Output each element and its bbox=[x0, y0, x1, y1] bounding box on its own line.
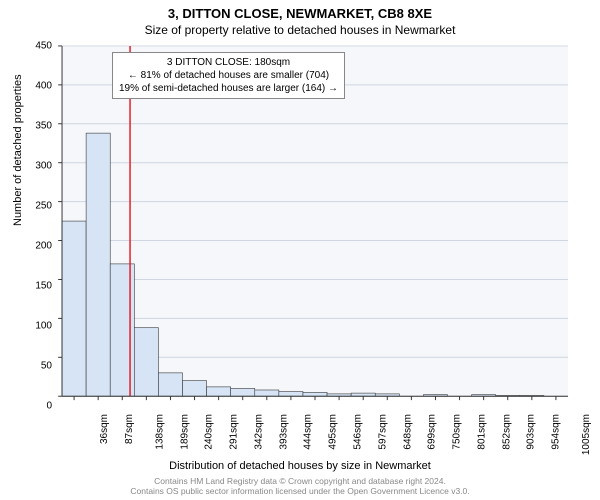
chart-subtitle: Size of property relative to detached ho… bbox=[0, 21, 600, 37]
callout-line2: ← 81% of detached houses are smaller (70… bbox=[119, 69, 338, 82]
x-tick-label: 546sqm bbox=[353, 414, 364, 450]
x-tick-label: 291sqm bbox=[229, 414, 240, 450]
y-tick-label: 200 bbox=[22, 241, 52, 252]
footnote-line1: Contains HM Land Registry data © Crown c… bbox=[0, 476, 600, 486]
x-tick-label: 597sqm bbox=[377, 414, 388, 450]
x-tick-label: 87sqm bbox=[124, 414, 135, 444]
y-tick-label: 400 bbox=[22, 81, 52, 92]
x-tick-label: 138sqm bbox=[154, 414, 165, 450]
callout-line1: 3 DITTON CLOSE: 180sqm bbox=[119, 56, 338, 69]
chart-title: 3, DITTON CLOSE, NEWMARKET, CB8 8XE bbox=[0, 0, 600, 21]
y-tick-label: 350 bbox=[22, 121, 52, 132]
y-tick-label: 50 bbox=[22, 361, 52, 372]
x-tick-label: 954sqm bbox=[551, 414, 562, 450]
y-tick-label: 0 bbox=[22, 401, 52, 412]
y-tick-label: 250 bbox=[22, 201, 52, 212]
x-tick-label: 342sqm bbox=[254, 414, 265, 450]
x-tick-label: 750sqm bbox=[452, 414, 463, 450]
x-tick-label: 801sqm bbox=[476, 414, 487, 450]
x-tick-label: 36sqm bbox=[99, 414, 110, 444]
x-tick-label: 1005sqm bbox=[581, 414, 592, 455]
chart-container: 3, DITTON CLOSE, NEWMARKET, CB8 8XE Size… bbox=[0, 0, 600, 500]
plot-area: 3 DITTON CLOSE: 180sqm ← 81% of detached… bbox=[60, 46, 580, 406]
x-tick-label: 903sqm bbox=[526, 414, 537, 450]
x-tick-label: 240sqm bbox=[204, 414, 215, 450]
footnote-line2: Contains OS public sector information li… bbox=[0, 486, 600, 496]
x-axis-title: Distribution of detached houses by size … bbox=[0, 460, 600, 472]
y-tick-label: 100 bbox=[22, 321, 52, 332]
x-tick-label: 699sqm bbox=[427, 414, 438, 450]
y-tick-label: 300 bbox=[22, 161, 52, 172]
footnote: Contains HM Land Registry data © Crown c… bbox=[0, 476, 600, 496]
x-tick-label: 189sqm bbox=[179, 414, 190, 450]
x-tick-label: 393sqm bbox=[278, 414, 289, 450]
x-tick-label: 648sqm bbox=[402, 414, 413, 450]
callout-box: 3 DITTON CLOSE: 180sqm ← 81% of detached… bbox=[112, 52, 345, 99]
callout-line3: 19% of semi-detached houses are larger (… bbox=[119, 82, 338, 95]
y-tick-label: 150 bbox=[22, 281, 52, 292]
y-tick-label: 450 bbox=[22, 41, 52, 52]
x-tick-label: 852sqm bbox=[501, 414, 512, 450]
x-tick-label: 495sqm bbox=[328, 414, 339, 450]
x-tick-label: 444sqm bbox=[303, 414, 314, 450]
